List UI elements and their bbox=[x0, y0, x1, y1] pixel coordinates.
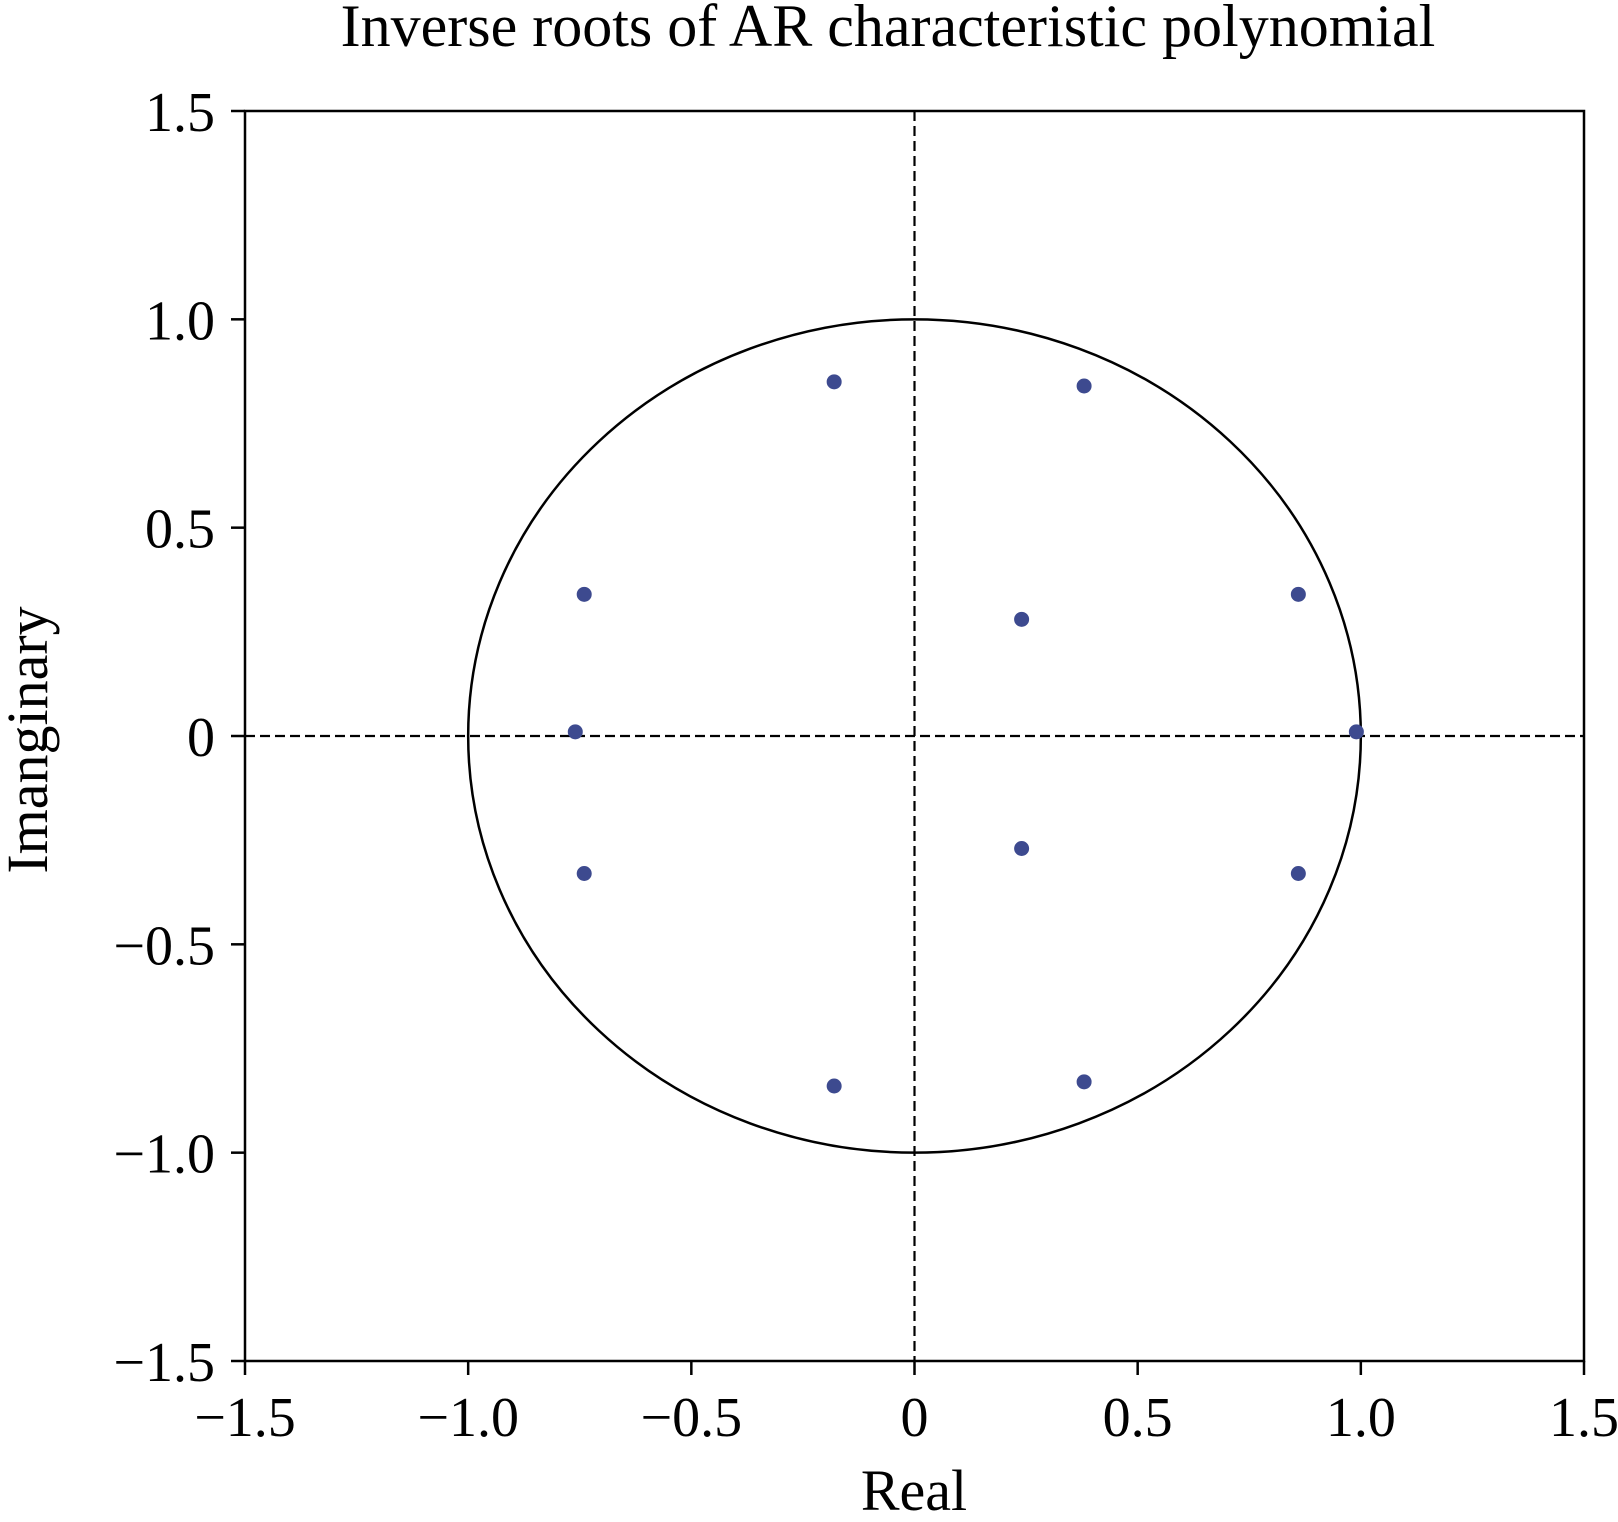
root-point bbox=[1290, 586, 1306, 602]
root-point bbox=[1348, 724, 1364, 740]
root-point bbox=[826, 374, 842, 390]
root-point bbox=[1014, 611, 1030, 627]
y-tick-label: 0 bbox=[187, 707, 215, 769]
x-tick-label: −0.5 bbox=[641, 1387, 743, 1449]
y-tick-label: −1.0 bbox=[113, 1124, 215, 1186]
root-point bbox=[567, 724, 583, 740]
x-tick-label: −1.5 bbox=[194, 1387, 296, 1449]
y-tick-label: −0.5 bbox=[113, 915, 215, 977]
root-point bbox=[576, 586, 592, 602]
x-axis-label: Real bbox=[861, 1458, 967, 1522]
chart-title: Inverse roots of AR characteristic polyn… bbox=[341, 0, 1436, 59]
plot-area: −1.5 −1.0 −0.5 0 0.5 1.0 1.5 −1.5 −1.0 −0.5 0 0.5 1.… bbox=[113, 82, 1618, 1449]
x-tick-label: 1.0 bbox=[1326, 1387, 1396, 1449]
y-tick-label: −1.5 bbox=[113, 1332, 215, 1394]
root-point bbox=[576, 866, 592, 881]
root-point bbox=[1076, 1074, 1092, 1090]
y-tick-label: 1.0 bbox=[145, 290, 215, 352]
root-point bbox=[1290, 866, 1306, 881]
x-tick-label: −1.0 bbox=[417, 1387, 519, 1449]
x-tick-label: 0 bbox=[901, 1387, 929, 1449]
x-tick-label: 0.5 bbox=[1103, 1387, 1173, 1449]
x-tick-label: 1.5 bbox=[1549, 1387, 1618, 1449]
y-tick-label: 0.5 bbox=[145, 499, 215, 561]
root-point bbox=[826, 1078, 842, 1094]
root-point bbox=[1076, 378, 1092, 394]
root-point bbox=[1014, 841, 1030, 856]
y-axis-label: Imanginary bbox=[0, 606, 60, 873]
y-tick-label: 1.5 bbox=[145, 82, 215, 144]
